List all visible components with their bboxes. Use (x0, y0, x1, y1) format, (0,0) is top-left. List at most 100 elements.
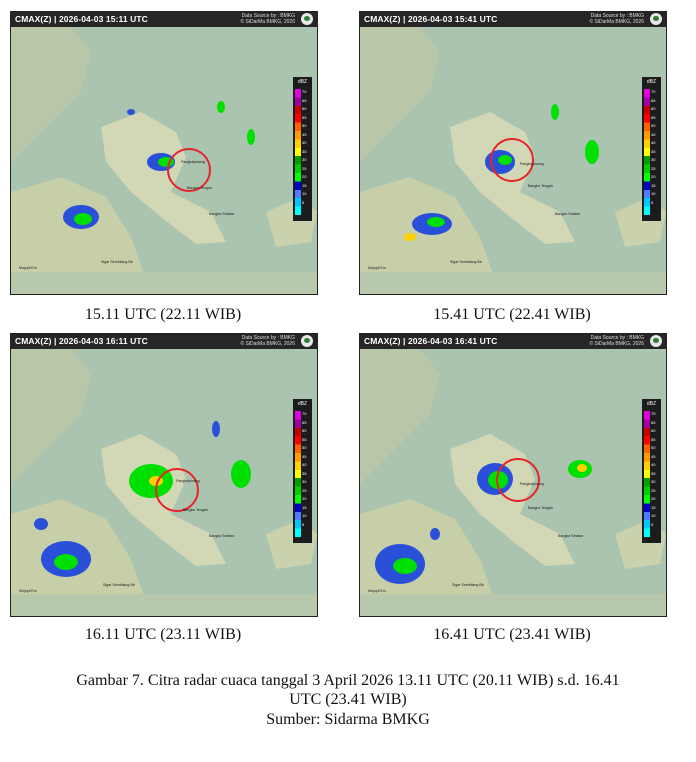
radar-panel: CMAX(Z) | 2026-04-03 15:11 UTC Data Sour… (10, 11, 318, 295)
legend-tick-label: 5 (651, 199, 654, 205)
legend-tick-label: 55 (651, 436, 656, 442)
legend-tick-label: 10 (651, 513, 656, 518)
legend-ticks: 70 65 60 55 50 45 40 35 30 25 20 15 10 5 (302, 410, 312, 538)
highlight-circle (490, 138, 534, 182)
bmkg-logo-icon (650, 335, 662, 347)
legend-tick-label: 30 (302, 157, 307, 162)
legend-tick-label: 50 (302, 445, 307, 450)
legend-tick-label: 65 (651, 97, 656, 103)
city-label: Bangka Tengah (183, 508, 208, 512)
dbz-legend: dBZ 70 65 60 55 50 45 40 35 30 25 20 15 10 5 (293, 399, 312, 543)
legend-tick-label: 45 (302, 453, 307, 459)
panel-caption: 16.11 UTC (23.11 WIB) (84, 626, 242, 643)
legend-tick-label: 55 (302, 114, 307, 120)
data-source: Data Source by : BMKG © SiDarMa BMKG, 202… (589, 335, 644, 347)
legend-color-bar (295, 89, 301, 215)
data-source: Data Source by : BMKG © SiDarMa BMKG, 202… (240, 13, 295, 25)
legend-tick-label: 35 (302, 148, 307, 154)
panel-title: CMAX(Z) | 2026-04-03 15:11 UTC (15, 14, 148, 24)
radar-map (360, 334, 666, 616)
panel-title: CMAX(Z) | 2026-04-03 15:41 UTC (364, 14, 498, 24)
legend-color-bar (644, 411, 650, 537)
city-label: Sigar Sembilang Bb (452, 583, 484, 587)
figure-caption-source: Sumber: Sidarma BMKG (266, 711, 430, 728)
legend-tick-label: 70 (302, 89, 307, 94)
bmkg-logo-icon (301, 335, 313, 347)
legend-tick-label: 30 (302, 479, 307, 484)
legend-tick-label: 5 (302, 521, 305, 527)
city-label: Pangkalpinang (520, 482, 544, 486)
legend-tick-label: 5 (302, 199, 305, 205)
legend-tick-label: 45 (302, 131, 307, 137)
panel-title: CMAX(Z) | 2026-04-03 16:41 UTC (364, 336, 498, 346)
bmkg-logo-icon (650, 13, 662, 25)
legend-tick-label: 55 (651, 114, 656, 120)
radar-panel: CMAX(Z) | 2026-04-03 15:41 UTC Data Sour… (359, 11, 667, 295)
legend-tick-label: 10 (302, 191, 307, 196)
legend-tick-label: 45 (651, 453, 656, 459)
legend-tick-label: 45 (651, 131, 656, 137)
legend-tick-label: 50 (302, 123, 307, 128)
city-label: Bangka Selatan (209, 534, 235, 538)
legend-tick-label: 15 (651, 182, 656, 188)
city-label: Mojopil Em (368, 589, 386, 593)
legend-tick-label: 50 (651, 445, 656, 450)
city-label: Mojopil Em (19, 266, 37, 270)
city-label: Sigar Sembilang Bb (450, 260, 482, 264)
panel-caption: 15.41 UTC (22.41 WIB) (433, 306, 591, 323)
legend-tick-label: 70 (651, 89, 656, 94)
radar-panel: CMAX(Z) | 2026-04-03 16:41 UTC Data Sour… (359, 333, 667, 617)
legend-tick-label: 35 (651, 148, 656, 154)
legend-tick-label: 25 (651, 487, 656, 493)
legend-color-bar (295, 411, 301, 537)
panel-header: CMAX(Z) | 2026-04-03 15:41 UTC Data Sour… (360, 12, 666, 27)
legend-tick-label: 25 (302, 487, 307, 493)
legend-tick-label: 5 (651, 521, 654, 527)
city-label: Sigar Sembilang Bb (103, 583, 135, 587)
legend-tick-label: 60 (302, 428, 307, 433)
figure-caption-line1: Gambar 7. Citra radar cuaca tanggal 3 Ap… (76, 672, 620, 689)
legend-tick-label: 25 (302, 165, 307, 171)
legend-tick-label: 10 (651, 191, 656, 196)
legend-tick-label: 15 (302, 182, 307, 188)
legend-tick-label: 65 (651, 419, 656, 425)
legend-ticks: 70 65 60 55 50 45 40 35 30 25 20 15 10 5 (651, 88, 661, 216)
legend-tick-label: 20 (302, 496, 307, 501)
panel-header: CMAX(Z) | 2026-04-03 15:11 UTC Data Sour… (11, 12, 317, 27)
legend-tick-label: 30 (651, 157, 656, 162)
legend-tick-label: 30 (651, 479, 656, 484)
legend-tick-label: 65 (302, 97, 307, 103)
legend-tick-label: 15 (302, 504, 307, 510)
legend-unit: dBZ (297, 401, 308, 407)
dbz-legend: dBZ 70 65 60 55 50 45 40 35 30 25 20 15 10 5 (642, 399, 661, 543)
legend-tick-label: 60 (651, 106, 656, 111)
radar-map (11, 12, 317, 294)
city-label: Pangkalpinang (176, 479, 200, 483)
legend-unit: dBZ (646, 79, 657, 85)
figure-caption-line2: UTC (23.41 WIB) (289, 691, 407, 708)
city-label: Pangkalpinang (520, 162, 544, 166)
panel-caption: 15.11 UTC (22.11 WIB) (84, 306, 242, 323)
highlight-circle (155, 468, 199, 512)
legend-tick-label: 60 (302, 106, 307, 111)
city-label: Bangka Selatan (555, 212, 581, 216)
panel-caption: 16.41 UTC (23.41 WIB) (433, 626, 591, 643)
dbz-legend: dBZ 70 65 60 55 50 45 40 35 30 25 20 15 10 5 (293, 77, 312, 221)
city-label: Bangka Selatan (209, 212, 235, 216)
radar-panel: CMAX(Z) | 2026-04-03 16:11 UTC Data Sour… (10, 333, 318, 617)
legend-tick-label: 40 (651, 140, 656, 145)
panel-header: CMAX(Z) | 2026-04-03 16:41 UTC Data Sour… (360, 334, 666, 349)
legend-tick-label: 20 (651, 174, 656, 179)
legend-tick-label: 50 (651, 123, 656, 128)
legend-tick-label: 35 (651, 470, 656, 476)
legend-color-bar (644, 89, 650, 215)
city-label: Sigar Sembilang Bb (101, 260, 133, 264)
data-source: Data Source by : BMKG © SiDarMa BMKG, 202… (589, 13, 644, 25)
city-label: Bangka Selatan (558, 534, 584, 538)
city-label: Bangka Tengah (187, 186, 212, 190)
bmkg-logo-icon (301, 13, 313, 25)
legend-tick-label: 20 (651, 496, 656, 501)
highlight-circle (167, 148, 211, 192)
city-label: Mojopil Em (368, 266, 386, 270)
legend-tick-label: 60 (651, 428, 656, 433)
